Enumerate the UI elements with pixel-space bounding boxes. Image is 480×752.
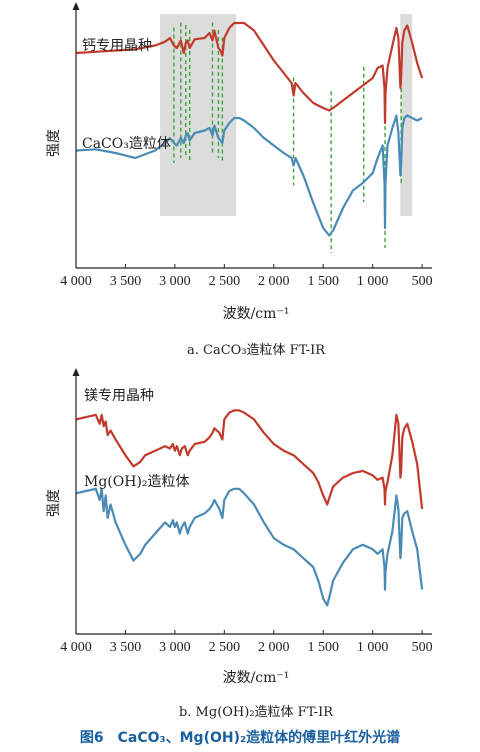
panel-a-highlight-region-0: [160, 14, 237, 216]
panel-b-tick-label-1: 3 500: [110, 640, 142, 655]
panel-a-tick-label-7: 500: [412, 274, 433, 289]
panel-a-x-label: 波数/cm⁻¹: [223, 306, 290, 322]
panel-b-x-ticks: 4 000 3 500 3 000 2 500 2 000 1 500 1 000 500: [60, 630, 433, 655]
panel-a-series-group: [75, 21, 424, 237]
panel-a-tick-label-6: 1 000: [357, 274, 389, 289]
panel-b-tick-label-6: 1 000: [357, 640, 389, 655]
panel-b-tick-label-7: 500: [412, 640, 433, 655]
panel-a-series-line-0: [75, 21, 424, 125]
panel-b-y-label: 强度: [46, 489, 62, 517]
panel-b-series-line-1: [75, 487, 424, 607]
panel-b-x-label: 波数/cm⁻¹: [223, 670, 290, 686]
panel-a-tick-label-1: 3 500: [110, 274, 142, 289]
panel-b-series-group: [75, 409, 424, 607]
panel-b-series-label-0: 镁专用晶种: [84, 388, 154, 404]
panel-a-y-axis-arrow: [72, 2, 80, 10]
panel-b-tick-label-5: 1 500: [307, 640, 339, 655]
panel-b-mgoh2-chart: 4 000 3 500 3 000 2 500 2 000 1 500 1 000 500 强…: [46, 368, 433, 720]
panel-a-caco3-chart: 4 000 3 500 3 000 2 500 2 000 1 500 1 000 500 强…: [46, 2, 433, 358]
panel-b-tick-label-3: 2 500: [209, 640, 241, 655]
panel-a-series-label-0: 钙专用晶种: [82, 38, 152, 54]
figure-title: 图6 CaCO₃、Mg(OH)₂造粒体的傅里叶红外光谱: [80, 729, 400, 746]
panel-b-caption: b. Mg(OH)₂造粒体 FT-IR: [179, 705, 334, 720]
panel-a-caption: a. CaCO₃造粒体 FT-IR: [187, 343, 326, 358]
panel-a-highlight-regions: [160, 14, 413, 216]
panel-b-tick-label-4: 2 000: [258, 640, 290, 655]
panel-b-y-axis-arrow: [72, 368, 80, 376]
panel-a-y-label: 强度: [46, 129, 62, 157]
panel-b-tick-label-0: 4 000: [60, 640, 92, 655]
panel-a-series-label-1: CaCO₃造粒体: [82, 136, 171, 152]
panel-b-series-line-0: [75, 409, 424, 510]
panel-a-series-line-1: [75, 114, 423, 237]
panel-a-tick-label-0: 4 000: [60, 274, 92, 289]
panel-b-tick-label-2: 3 000: [159, 640, 191, 655]
panel-a-tick-label-3: 2 500: [209, 274, 241, 289]
panel-b-series-label-1: Mg(OH)₂造粒体: [84, 474, 190, 490]
panel-a-tick-label-4: 2 000: [258, 274, 290, 289]
panel-a-tick-label-2: 3 000: [159, 274, 191, 289]
panel-a-x-ticks: 4 000 3 500 3 000 2 500 2 000 1 500 1 000 500: [60, 264, 433, 289]
panel-a-tick-label-5: 1 500: [307, 274, 339, 289]
